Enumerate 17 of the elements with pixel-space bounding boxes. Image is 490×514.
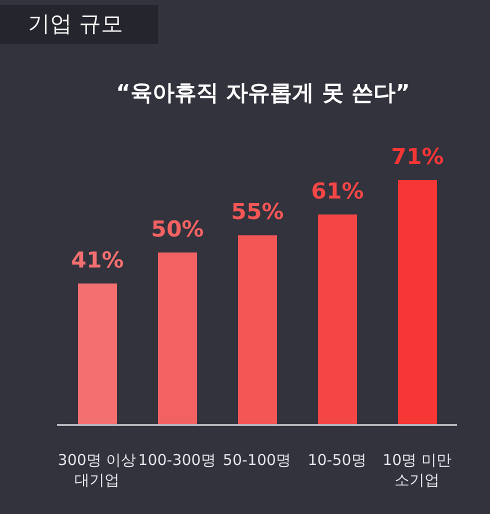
data-label: 55% [231, 200, 284, 226]
bar [78, 284, 117, 425]
x-tick-label: 100-300명 [138, 451, 216, 469]
data-label: 71% [391, 145, 444, 170]
x-tick-label: 10명 미만 소기업 [382, 451, 452, 489]
chart-title: 기업 규모 [0, 5, 158, 44]
data-label: 41% [71, 248, 124, 274]
bar [158, 252, 197, 425]
bar [238, 235, 277, 425]
data-label: 50% [151, 217, 204, 242]
x-tick-label: 50-100명 [222, 451, 292, 469]
x-tick-label: 10-50명 [308, 451, 366, 469]
bar [398, 180, 437, 425]
chart-subtitle: “육아휴직 자유롭게 못 쓴다” [115, 80, 411, 108]
bar [318, 214, 357, 425]
data-label: 61% [311, 180, 364, 205]
x-tick-label: 300명 이상 대기업 [58, 451, 136, 489]
